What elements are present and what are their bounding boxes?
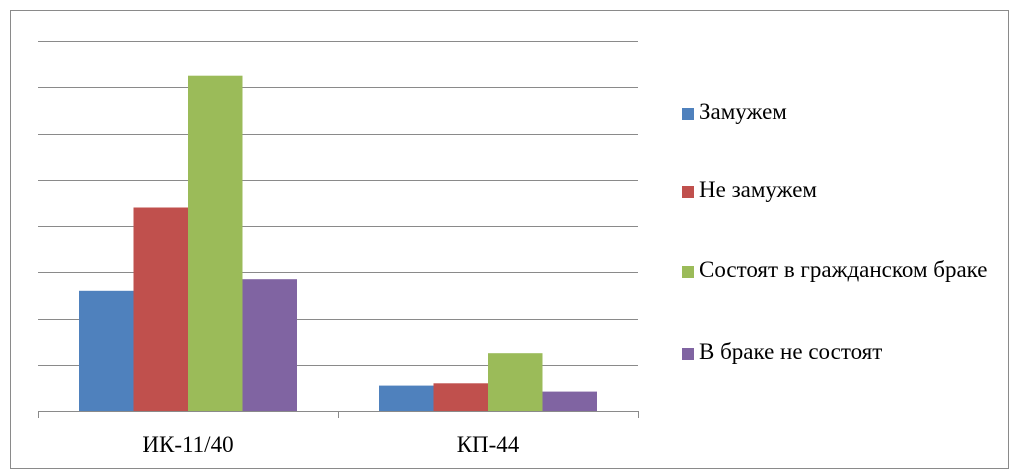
bar-ик-11-40-series-4 bbox=[242, 279, 297, 411]
bar-кп-44-series-4 bbox=[542, 391, 597, 411]
legend-item-not-married: Не замужем bbox=[682, 174, 999, 206]
legend-label-married: Замужем bbox=[699, 99, 787, 124]
bar-ик-11-40-series-2 bbox=[133, 207, 188, 411]
legend-label-civil-marriage: Состоят в гражданском браке bbox=[699, 257, 988, 282]
legend-swatch-not-married bbox=[682, 186, 694, 198]
legend-item-not-in-marriage: В браке не состоят bbox=[682, 336, 999, 368]
bar-кп-44-series-3 bbox=[488, 353, 543, 411]
category-label-ик-11-40: ИК-11/40 bbox=[142, 432, 233, 457]
category-labels: ИК-11/40 КП-44 bbox=[142, 432, 519, 457]
legend-swatch-not-in-marriage bbox=[682, 348, 694, 360]
bar-кп-44-series-1 bbox=[379, 385, 434, 411]
legend-swatch-married bbox=[682, 108, 694, 120]
legend-label-not-in-marriage: В браке не состоят bbox=[699, 339, 883, 364]
legend-item-married: Замужем bbox=[682, 96, 999, 128]
bar-кп-44-series-2 bbox=[433, 383, 488, 412]
bar-ик-11-40-series-1 bbox=[79, 290, 134, 412]
bars bbox=[79, 75, 597, 412]
legend-swatch-civil-marriage bbox=[682, 266, 694, 278]
legend-label-not-married: Не замужем bbox=[699, 177, 817, 202]
legend-item-civil-marriage: Состоят в гражданском браке bbox=[682, 254, 999, 286]
bar-ик-11-40-series-3 bbox=[188, 75, 243, 411]
category-label-кп-44: КП-44 bbox=[457, 432, 520, 457]
x-axis bbox=[38, 411, 639, 418]
